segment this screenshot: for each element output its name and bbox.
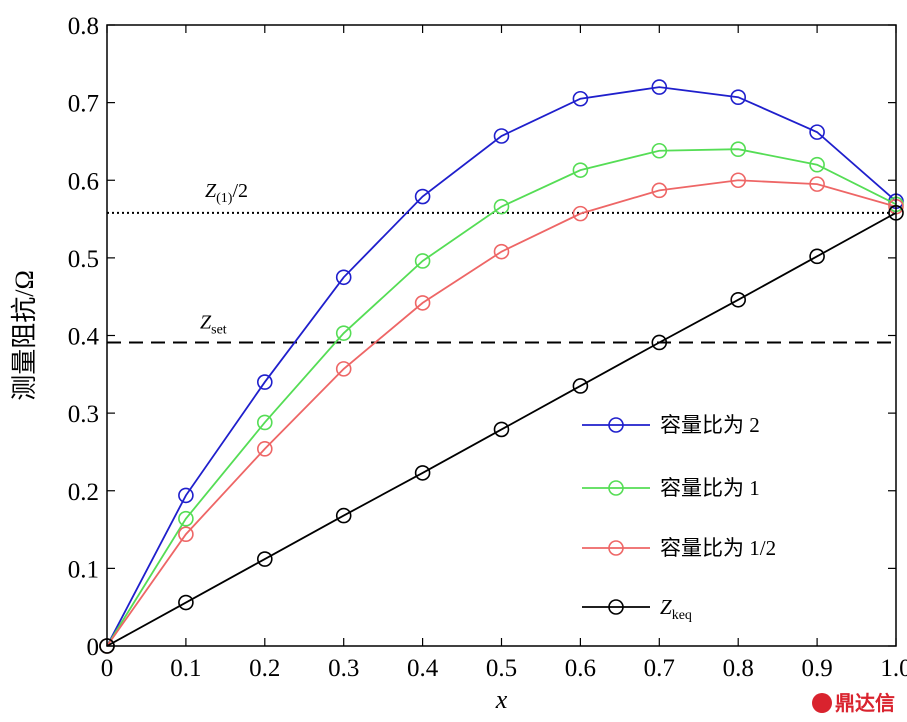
- x-tick-label: 0.6: [565, 655, 596, 682]
- y-tick-label: 0: [87, 634, 100, 661]
- legend-label: Zkeq: [660, 595, 692, 623]
- series-layer: [100, 80, 903, 653]
- reference-label-subscript: (1): [216, 191, 233, 206]
- reference-label: Z(1)/2: [205, 180, 248, 206]
- legend-label-main: 容量比为 1: [660, 476, 760, 500]
- x-tick-label: 0: [101, 655, 114, 682]
- reference-label-suffix: /2: [232, 180, 248, 202]
- x-tick-label: 1.0: [880, 655, 907, 682]
- y-tick-label: 0.5: [68, 246, 99, 273]
- y-tick-label: 0.6: [68, 168, 99, 195]
- reference-lines: Z(1)/2 Zset: [107, 180, 896, 343]
- legend-label: 容量比为 1: [660, 476, 760, 500]
- y-tick-label: 0.7: [68, 91, 99, 118]
- x-tick-label: 0.2: [249, 655, 280, 682]
- y-tick-label: 0.8: [68, 13, 99, 40]
- watermark-text: 鼎达信: [835, 691, 895, 715]
- y-tick-label: 0.3: [68, 401, 99, 428]
- y-tick-label: 0.4: [68, 324, 100, 351]
- watermark-icon: [812, 693, 832, 713]
- y-tick-label: 0.2: [68, 479, 99, 506]
- legend-label-main: Z: [660, 595, 672, 619]
- series-line-1: [107, 149, 896, 646]
- reference-label: Zset: [200, 311, 227, 337]
- watermark-logo: 鼎达信: [812, 687, 895, 716]
- legend-label: 容量比为 1/2: [660, 536, 776, 560]
- x-tick-label: 0.9: [801, 655, 832, 682]
- x-tick-label: 0.8: [723, 655, 754, 682]
- x-tick-label: 0.4: [407, 655, 439, 682]
- x-tick-label: 0.1: [170, 655, 201, 682]
- series-line-0: [107, 87, 896, 646]
- series-line-3: [107, 213, 896, 646]
- y-tick-label: 0.1: [68, 556, 99, 583]
- x-axis-title: x: [495, 685, 508, 714]
- legend-label-main: 容量比为 1/2: [660, 536, 776, 560]
- x-tick-label: 0.3: [328, 655, 359, 682]
- reference-label-subscript: set: [211, 322, 227, 337]
- series-line-2: [107, 180, 896, 646]
- axis-ticks: 0 0.1 0.2 0.3 0.4 0.5 0.6 0.7 0.8 0.9 1.0 0 0.1 0.2 0.…: [68, 13, 907, 682]
- legend-label: 容量比为 2: [660, 413, 760, 437]
- x-tick-label: 0.7: [644, 655, 675, 682]
- x-tick-label: 0.5: [486, 655, 517, 682]
- legend: 容量比为 2 容量比为 1 容量比为 1/2 Zkeq: [582, 413, 776, 623]
- y-axis-title: 测量阻抗/Ω: [10, 270, 39, 401]
- legend-label-subscript: keq: [672, 608, 692, 623]
- legend-label-main: 容量比为 2: [660, 413, 760, 437]
